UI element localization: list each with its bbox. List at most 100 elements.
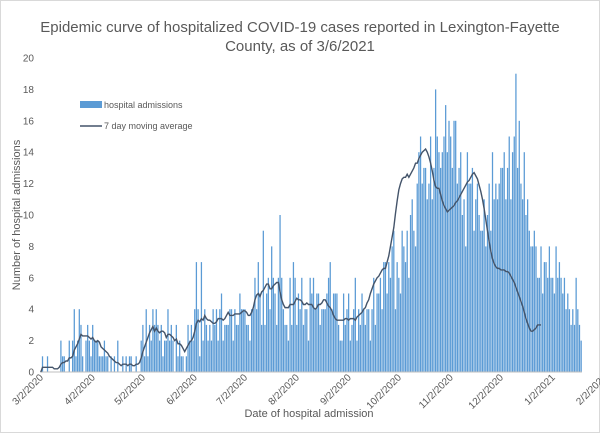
admissions-bar bbox=[475, 199, 477, 372]
y-tick-label: 20 bbox=[23, 54, 35, 65]
admissions-bar bbox=[199, 356, 201, 372]
admissions-bar bbox=[431, 199, 433, 372]
admissions-bar bbox=[90, 356, 92, 372]
chart-title: Epidemic curve of hospitalized COVID-19 … bbox=[0, 18, 600, 56]
admissions-bar bbox=[485, 246, 487, 372]
admissions-bar bbox=[326, 293, 328, 372]
admissions-bar bbox=[177, 356, 179, 372]
admissions-bar bbox=[282, 309, 285, 372]
admissions-bar bbox=[346, 309, 348, 372]
admissions-bar bbox=[157, 324, 159, 372]
admissions-bar bbox=[239, 293, 241, 372]
admissions-bar bbox=[348, 293, 350, 372]
legend-bar-swatch bbox=[80, 101, 102, 108]
admissions-bar bbox=[505, 199, 507, 372]
admissions-bar bbox=[403, 246, 405, 372]
admissions-bar bbox=[515, 73, 517, 372]
admissions-bar bbox=[455, 120, 457, 372]
admissions-bar bbox=[557, 277, 559, 372]
admissions-bar bbox=[204, 309, 206, 372]
admissions-bar bbox=[520, 183, 522, 372]
admissions-bar bbox=[373, 277, 375, 372]
admissions-bar bbox=[172, 340, 174, 372]
legend-bar-label: hospital admissions bbox=[104, 100, 183, 110]
admissions-bar bbox=[232, 340, 234, 372]
admissions-bar bbox=[369, 340, 372, 372]
admissions-bar bbox=[555, 246, 557, 372]
admissions-bar bbox=[448, 120, 450, 372]
admissions-bar bbox=[319, 324, 321, 372]
admissions-bar bbox=[406, 230, 408, 372]
admissions-bar bbox=[545, 262, 547, 372]
admissions-bar bbox=[423, 167, 425, 372]
admissions-bar bbox=[322, 309, 325, 372]
admissions-bar bbox=[197, 309, 199, 372]
bars-group bbox=[41, 73, 582, 373]
admissions-bar bbox=[234, 309, 236, 372]
legend: hospital admissions 7 day moving average bbox=[80, 100, 193, 131]
y-axis-label: Number of hospital admissions bbox=[11, 139, 23, 290]
admissions-bar bbox=[540, 246, 542, 372]
admissions-bar bbox=[229, 309, 231, 372]
admissions-bar bbox=[297, 293, 300, 372]
admissions-bar bbox=[478, 215, 480, 372]
admissions-bar bbox=[441, 152, 443, 372]
admissions-bar bbox=[575, 277, 577, 372]
admissions-bar bbox=[363, 309, 365, 372]
admissions-bar bbox=[358, 309, 360, 372]
admissions-bar bbox=[259, 293, 261, 372]
x-tick-label: 7/2/2020 bbox=[215, 372, 251, 408]
admissions-bar bbox=[93, 340, 95, 372]
admissions-bar bbox=[384, 262, 387, 372]
admissions-bar bbox=[525, 215, 527, 372]
admissions-bar bbox=[207, 340, 209, 372]
admissions-bar bbox=[60, 340, 62, 372]
admissions-bar bbox=[383, 262, 385, 372]
admissions-bar bbox=[80, 324, 82, 372]
admissions-bar bbox=[483, 199, 485, 372]
admissions-bar bbox=[261, 324, 263, 372]
admissions-bar bbox=[468, 183, 470, 372]
admissions-bar bbox=[356, 340, 358, 372]
admissions-bar bbox=[527, 199, 529, 372]
admissions-bar bbox=[87, 324, 89, 372]
admissions-bar bbox=[225, 324, 228, 372]
admissions-bar bbox=[105, 356, 107, 372]
admissions-bar bbox=[342, 293, 345, 372]
admissions-bar bbox=[113, 356, 116, 372]
x-axis-ticks: 3/2/2020 4/2/2020 5/2/2020 6/2/2020 7/2/2020… bbox=[11, 372, 600, 412]
admissions-bar bbox=[528, 230, 530, 372]
admissions-bar bbox=[488, 183, 490, 372]
admissions-bar bbox=[351, 324, 353, 372]
admissions-bar bbox=[286, 324, 288, 372]
admissions-bar bbox=[215, 309, 218, 372]
admissions-bar bbox=[388, 262, 390, 372]
x-tick-label: 8/2/2020 bbox=[267, 372, 303, 408]
admissions-bar bbox=[463, 199, 465, 372]
admissions-bar bbox=[311, 293, 313, 372]
admissions-bar bbox=[142, 324, 144, 372]
admissions-bar bbox=[169, 340, 171, 372]
admissions-bar bbox=[466, 152, 469, 372]
admissions-bar bbox=[102, 356, 104, 372]
admissions-bar bbox=[550, 277, 552, 372]
admissions-bar bbox=[510, 199, 512, 372]
admissions-bar bbox=[389, 277, 392, 372]
admissions-bar bbox=[398, 277, 400, 372]
admissions-bar bbox=[222, 340, 224, 372]
admissions-bar bbox=[399, 293, 402, 372]
admissions-bar bbox=[314, 309, 316, 372]
admissions-bar bbox=[336, 293, 338, 372]
admissions-bar bbox=[329, 262, 331, 372]
admissions-bar bbox=[491, 152, 494, 372]
admissions-bar bbox=[153, 324, 156, 372]
admissions-bar bbox=[205, 324, 208, 372]
admissions-bar bbox=[535, 246, 537, 372]
admissions-bar bbox=[264, 324, 266, 372]
admissions-bar bbox=[532, 246, 534, 372]
admissions-bar bbox=[580, 340, 582, 372]
admissions-bar bbox=[307, 340, 310, 372]
admissions-bar bbox=[465, 246, 467, 372]
admissions-bar bbox=[189, 340, 191, 372]
admissions-bar bbox=[506, 167, 509, 372]
